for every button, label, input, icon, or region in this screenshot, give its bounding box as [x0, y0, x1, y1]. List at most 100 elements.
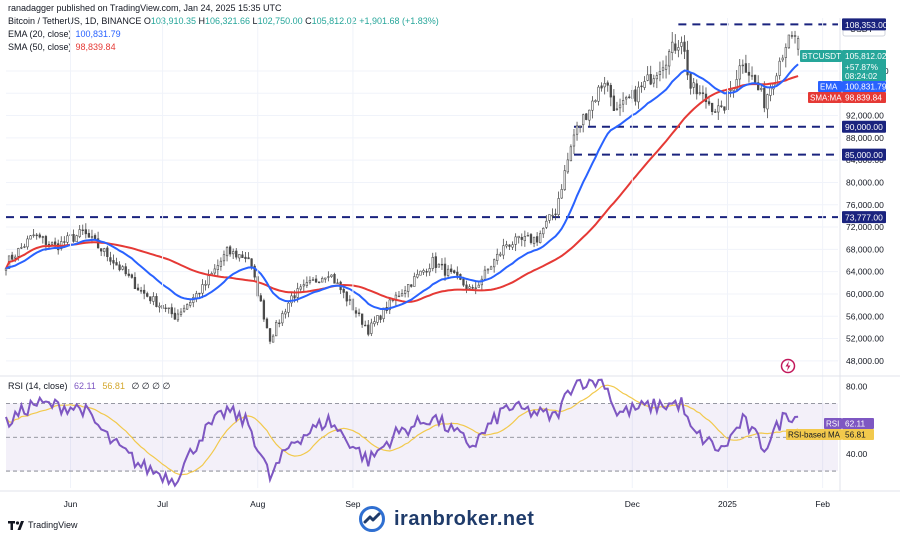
rsi-legend-value: 62.11 — [74, 381, 96, 391]
candle-body — [342, 288, 345, 293]
rsi-line[interactable] — [5, 378, 799, 488]
price-pane[interactable] — [4, 18, 838, 488]
time-axis-tick: Dec — [625, 499, 641, 509]
candle-body — [305, 282, 309, 286]
sma-50-line[interactable] — [5, 75, 799, 303]
candle-body — [658, 71, 662, 75]
candle-body — [508, 244, 511, 247]
candle-body — [75, 235, 78, 243]
candle-body — [747, 71, 751, 76]
candle-body — [496, 253, 499, 261]
candle-body — [121, 266, 124, 270]
candle-body — [744, 63, 748, 73]
ema-legend[interactable]: EMA (20, close) 100,831.79 — [8, 29, 121, 39]
price-badges: 108,353.00 90,000.00 85,000.00 73,777.00 BTC… — [786, 18, 888, 440]
candle-body — [136, 287, 140, 291]
symbol-legend[interactable]: Bitcoin / TetherUS, 1D, BINANCE O103,910… — [8, 16, 439, 26]
candle-body — [428, 268, 431, 273]
rsi-ma-tag-label: RSI-based MA — [788, 431, 841, 440]
price-axis-tick: 60,000.00 — [846, 289, 884, 299]
candle-body — [357, 312, 361, 314]
candle-body — [548, 214, 551, 221]
candle-body — [720, 105, 723, 107]
sma-legend[interactable]: SMA (50, close) 98,839.84 — [8, 42, 116, 52]
candle-body — [493, 259, 496, 268]
candle-body — [594, 100, 597, 102]
time-axis-tick: Aug — [250, 499, 265, 509]
time-axis-tick: 2025 — [718, 499, 737, 509]
candle-body — [253, 265, 256, 278]
rsi-ma-line[interactable] — [5, 384, 799, 476]
candle-body — [471, 287, 474, 289]
candle-body — [152, 296, 155, 302]
candle-body — [87, 233, 91, 238]
symbol-title: Bitcoin / TetherUS, 1D, BINANCE — [8, 16, 142, 26]
candle-body — [72, 234, 75, 242]
candle-body — [336, 282, 339, 284]
watermark: iranbroker.net — [358, 505, 534, 533]
candle-body — [680, 42, 683, 47]
rsi-ma-value-badge — [842, 429, 874, 440]
candle-body — [290, 295, 293, 304]
candle-body — [413, 276, 416, 287]
ema-20-line[interactable] — [5, 63, 799, 311]
rsi-legend[interactable]: RSI (14, close) 62.11 56.81 ∅ ∅ ∅ ∅ — [8, 381, 170, 392]
candle-body — [664, 64, 668, 70]
candle-body — [760, 87, 763, 90]
candle-body — [278, 322, 281, 325]
candle-body — [26, 238, 29, 248]
price-axis-tick: 76,000.00 — [846, 200, 884, 210]
candle-body — [250, 258, 253, 267]
candle-body — [124, 266, 127, 275]
candle-body — [532, 236, 536, 244]
candle-body — [649, 74, 652, 85]
candle-body — [793, 35, 797, 37]
candle-body — [112, 260, 115, 264]
level-badge — [842, 120, 886, 133]
tradingview-logo[interactable]: TradingView — [8, 520, 78, 530]
candle-body — [778, 60, 781, 76]
candle-body — [81, 229, 84, 231]
candle-body — [511, 244, 514, 248]
candle-body — [345, 291, 348, 302]
candle-body — [757, 82, 760, 91]
candle-body — [109, 257, 112, 262]
candle-body — [268, 328, 272, 342]
candle-body — [566, 159, 569, 173]
candle-body — [634, 89, 637, 102]
ohlc-open: O103,910.35 — [143, 16, 196, 26]
candle-body — [35, 234, 38, 237]
sma-legend-label: SMA (50, close) — [8, 42, 72, 52]
candle-body — [262, 300, 266, 320]
time-axis-tick: Jun — [64, 499, 78, 509]
sma-value-badge — [842, 92, 886, 103]
candle-body — [189, 302, 192, 306]
candle-body — [360, 313, 364, 325]
candle-body — [585, 113, 588, 120]
rsi-ma-value-label: 56.81 — [845, 430, 866, 440]
candle-body — [299, 286, 302, 290]
candle-body — [213, 268, 216, 274]
candle-body — [628, 96, 631, 99]
candle-body — [456, 271, 459, 276]
candle-body — [130, 274, 134, 278]
candle-body — [474, 287, 477, 289]
rsi-pane[interactable] — [5, 378, 838, 488]
broker-logo-icon — [359, 506, 385, 532]
candle-body — [275, 322, 278, 337]
candle-body — [103, 248, 106, 252]
candle-body — [219, 260, 223, 267]
candle-body — [569, 146, 573, 162]
candle-body — [483, 269, 487, 280]
alert-lightning-icon[interactable] — [780, 358, 796, 374]
candle-body — [185, 304, 189, 310]
candle-body — [364, 324, 367, 327]
candle-body — [572, 134, 576, 147]
candle-body — [431, 257, 434, 269]
candle-body — [729, 89, 732, 92]
rsi-axis-tick: 40.00 — [846, 449, 868, 459]
price-axis-tick: 88,000.00 — [846, 133, 884, 143]
candle-body — [284, 311, 287, 315]
candle-body — [133, 277, 137, 290]
